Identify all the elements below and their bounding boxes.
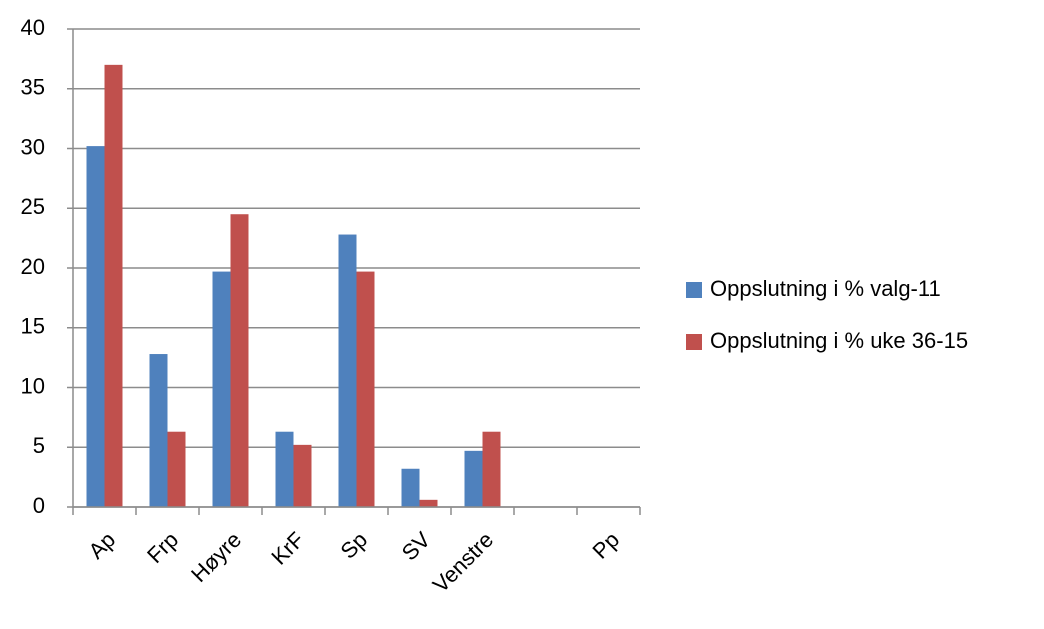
bar	[149, 354, 168, 507]
y-tick-label: 30	[21, 134, 45, 159]
x-tick-label: Sp	[335, 527, 372, 564]
x-tick-label: Pp	[587, 527, 624, 564]
x-tick-label: Ap	[83, 527, 120, 564]
bar	[338, 234, 357, 508]
bar	[401, 468, 420, 507]
x-tick-label: Frp	[142, 527, 183, 568]
x-tick-label: Venstre	[428, 527, 498, 597]
y-tick-label: 15	[21, 314, 45, 339]
y-tick-label: 5	[33, 433, 45, 458]
legend-swatch	[686, 282, 702, 298]
bar	[230, 214, 249, 507]
legend-swatch	[686, 334, 702, 350]
x-tick-label: KrF	[266, 527, 309, 570]
bar	[293, 444, 312, 507]
y-tick-label: 0	[33, 493, 45, 518]
y-tick-label: 10	[21, 373, 45, 398]
y-tick-label: 25	[21, 194, 45, 219]
bar	[464, 450, 483, 507]
bar	[482, 431, 501, 507]
legend-label: Oppslutning i % valg-11	[710, 276, 941, 301]
y-tick-label: 20	[21, 254, 45, 279]
bar	[86, 146, 105, 508]
x-tick-label: Høyre	[186, 527, 246, 587]
bar	[212, 271, 231, 507]
y-tick-label: 35	[21, 75, 45, 100]
legend-label: Oppslutning i % uke 36-15	[710, 328, 968, 353]
bar	[419, 499, 438, 507]
bar	[356, 271, 375, 507]
bar	[275, 431, 294, 507]
bar	[104, 64, 123, 507]
y-tick-label: 40	[21, 15, 45, 40]
x-tick-label: SV	[397, 527, 436, 566]
bar	[167, 431, 186, 507]
